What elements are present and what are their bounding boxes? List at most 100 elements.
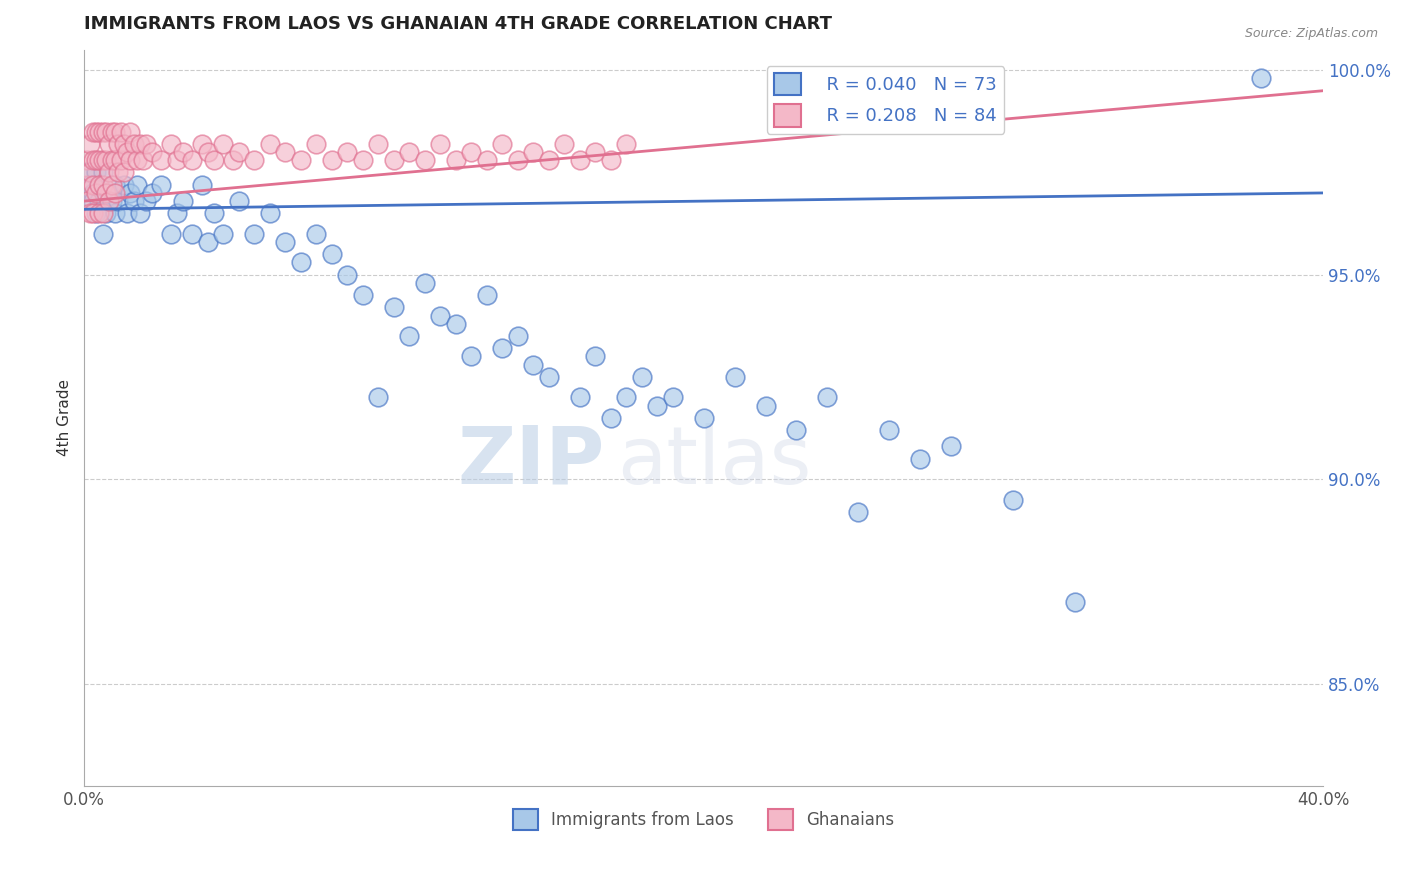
- Point: [82, 153, 104, 168]
- Point: [94, 125, 117, 139]
- Point: [166, 153, 188, 168]
- Point: [785, 423, 807, 437]
- Point: [86, 186, 108, 200]
- Point: [91, 206, 114, 220]
- Point: [122, 136, 145, 151]
- Point: [79, 136, 101, 151]
- Point: [107, 136, 129, 151]
- Point: [190, 136, 212, 151]
- Point: [491, 136, 513, 151]
- Point: [259, 206, 281, 220]
- Text: ZIP: ZIP: [457, 423, 605, 501]
- Point: [817, 390, 839, 404]
- Point: [321, 153, 343, 168]
- Point: [336, 145, 359, 159]
- Point: [879, 423, 901, 437]
- Point: [522, 358, 544, 372]
- Point: [94, 206, 117, 220]
- Point: [1002, 492, 1025, 507]
- Point: [135, 194, 157, 208]
- Point: [125, 178, 148, 192]
- Point: [82, 178, 104, 192]
- Point: [321, 247, 343, 261]
- Point: [537, 370, 560, 384]
- Point: [522, 145, 544, 159]
- Point: [110, 125, 132, 139]
- Point: [91, 153, 114, 168]
- Point: [91, 125, 114, 139]
- Point: [305, 227, 328, 241]
- Point: [117, 206, 139, 220]
- Point: [89, 178, 111, 192]
- Point: [91, 165, 114, 179]
- Point: [82, 186, 104, 200]
- Point: [76, 153, 98, 168]
- Point: [352, 153, 374, 168]
- Point: [754, 399, 776, 413]
- Point: [101, 178, 124, 192]
- Point: [537, 153, 560, 168]
- Point: [172, 145, 194, 159]
- Point: [848, 505, 870, 519]
- Text: atlas: atlas: [617, 423, 811, 501]
- Point: [243, 153, 266, 168]
- Point: [120, 153, 142, 168]
- Point: [491, 341, 513, 355]
- Point: [94, 153, 117, 168]
- Point: [274, 145, 297, 159]
- Point: [553, 136, 575, 151]
- Point: [202, 206, 225, 220]
- Point: [101, 194, 124, 208]
- Point: [86, 165, 108, 179]
- Point: [243, 227, 266, 241]
- Point: [197, 235, 219, 249]
- Point: [89, 153, 111, 168]
- Point: [89, 194, 111, 208]
- Point: [104, 186, 127, 200]
- Point: [112, 178, 135, 192]
- Point: [630, 370, 652, 384]
- Point: [460, 145, 482, 159]
- Point: [159, 227, 181, 241]
- Point: [583, 145, 606, 159]
- Point: [107, 165, 129, 179]
- Point: [274, 235, 297, 249]
- Point: [76, 194, 98, 208]
- Point: [76, 165, 98, 179]
- Point: [79, 165, 101, 179]
- Point: [97, 186, 120, 200]
- Point: [117, 145, 139, 159]
- Point: [1064, 595, 1087, 609]
- Point: [212, 227, 235, 241]
- Point: [159, 136, 181, 151]
- Point: [104, 153, 127, 168]
- Point: [614, 136, 637, 151]
- Point: [305, 136, 328, 151]
- Point: [86, 125, 108, 139]
- Point: [181, 153, 204, 168]
- Point: [135, 136, 157, 151]
- Point: [89, 178, 111, 192]
- Point: [104, 206, 127, 220]
- Point: [228, 194, 250, 208]
- Point: [444, 317, 467, 331]
- Point: [645, 399, 668, 413]
- Point: [82, 125, 104, 139]
- Legend: Immigrants from Laos, Ghanaians: Immigrants from Laos, Ghanaians: [506, 803, 901, 837]
- Point: [128, 206, 150, 220]
- Point: [259, 136, 281, 151]
- Point: [290, 255, 312, 269]
- Point: [104, 178, 127, 192]
- Point: [112, 136, 135, 151]
- Text: IMMIGRANTS FROM LAOS VS GHANAIAN 4TH GRADE CORRELATION CHART: IMMIGRANTS FROM LAOS VS GHANAIAN 4TH GRA…: [84, 15, 832, 33]
- Point: [197, 145, 219, 159]
- Point: [475, 153, 498, 168]
- Point: [86, 153, 108, 168]
- Point: [120, 125, 142, 139]
- Point: [190, 178, 212, 192]
- Point: [150, 178, 173, 192]
- Point: [583, 350, 606, 364]
- Point: [212, 136, 235, 151]
- Point: [413, 276, 436, 290]
- Point: [132, 153, 155, 168]
